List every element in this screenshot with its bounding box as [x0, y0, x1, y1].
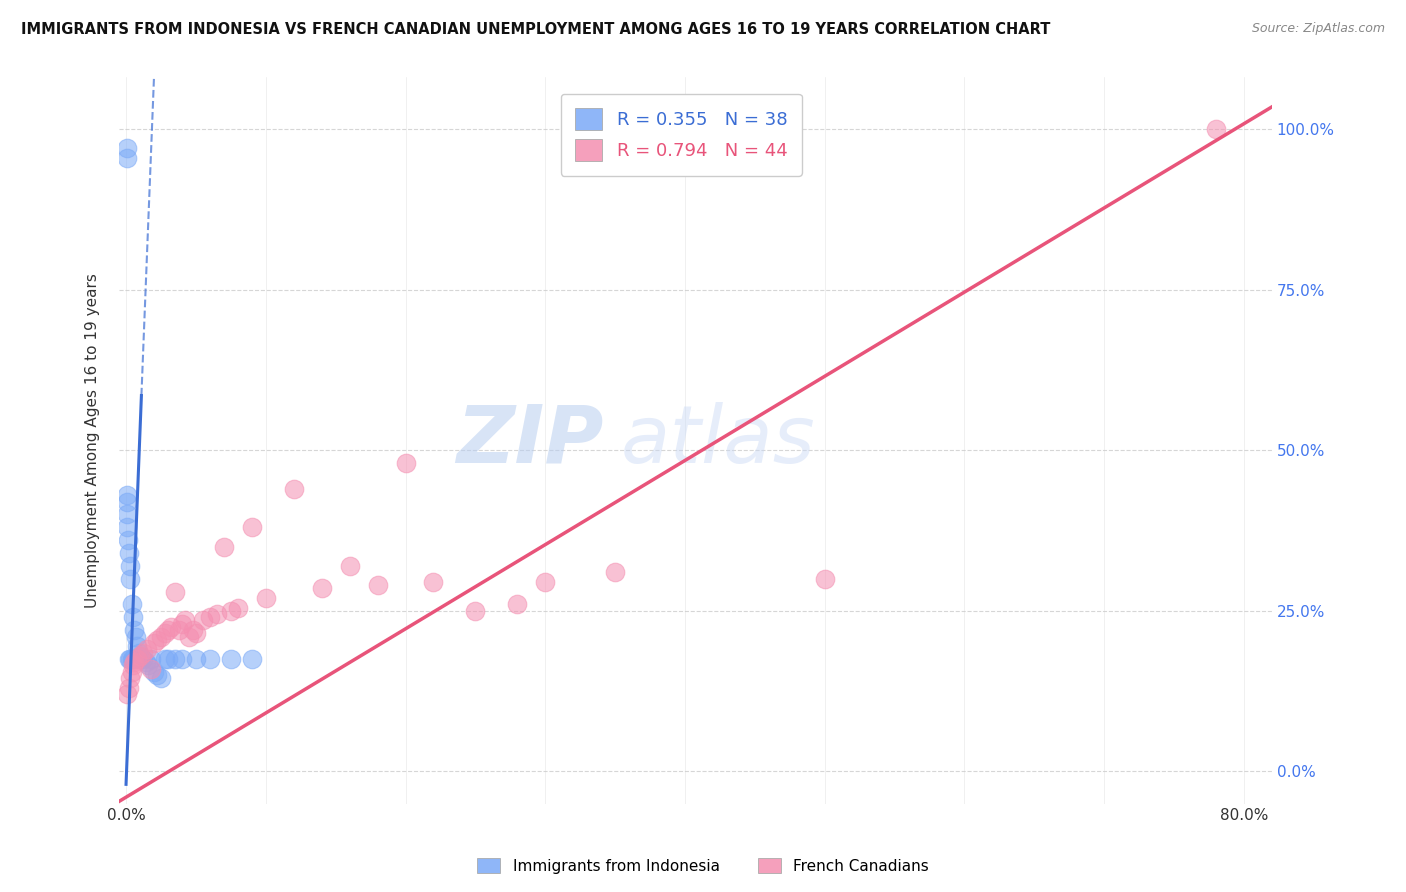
Point: [394, 456, 416, 470]
Point: [506, 598, 529, 612]
Point: [170, 652, 193, 666]
Point: [127, 639, 149, 653]
Y-axis label: Unemployment Among Ages 16 to 19 years: Unemployment Among Ages 16 to 19 years: [86, 273, 100, 608]
Point: [118, 652, 141, 666]
Point: [141, 662, 163, 676]
Text: ZIP: ZIP: [456, 401, 603, 480]
Point: [132, 646, 155, 660]
Point: [118, 546, 141, 560]
Point: [170, 616, 193, 631]
Point: [117, 508, 139, 522]
Point: [339, 558, 361, 573]
Point: [184, 652, 207, 666]
Point: [143, 636, 166, 650]
Point: [118, 558, 141, 573]
Point: [127, 652, 149, 666]
Point: [181, 623, 204, 637]
Point: [125, 630, 148, 644]
Point: [149, 671, 172, 685]
Point: [121, 665, 143, 679]
Point: [464, 604, 486, 618]
Point: [219, 652, 242, 666]
Point: [163, 652, 186, 666]
Point: [120, 652, 142, 666]
Point: [283, 482, 305, 496]
Point: [153, 626, 176, 640]
Point: [141, 652, 163, 666]
Point: [115, 488, 138, 502]
Point: [138, 658, 160, 673]
Point: [198, 610, 221, 624]
Legend: Immigrants from Indonesia, French Canadians: Immigrants from Indonesia, French Canadi…: [471, 852, 935, 880]
Point: [125, 652, 148, 666]
Point: [115, 141, 138, 155]
Point: [226, 600, 249, 615]
Point: [603, 566, 626, 580]
Point: [198, 652, 221, 666]
Point: [159, 620, 181, 634]
Point: [124, 655, 146, 669]
Point: [143, 665, 166, 679]
Point: [219, 604, 242, 618]
Point: [128, 646, 150, 660]
Point: [122, 658, 145, 673]
Point: [121, 598, 143, 612]
Legend: R = 0.355   N = 38, R = 0.794   N = 44: R = 0.355 N = 38, R = 0.794 N = 44: [561, 94, 801, 176]
Point: [120, 572, 142, 586]
Point: [156, 623, 179, 637]
Point: [117, 533, 139, 548]
Point: [153, 652, 176, 666]
Point: [117, 520, 139, 534]
Point: [167, 623, 190, 637]
Point: [240, 520, 263, 534]
Text: atlas: atlas: [620, 401, 815, 480]
Point: [124, 623, 146, 637]
Point: [136, 642, 159, 657]
Point: [135, 655, 157, 669]
Point: [177, 630, 200, 644]
Point: [240, 652, 263, 666]
Point: [205, 607, 228, 621]
Point: [534, 574, 557, 589]
Point: [1205, 121, 1227, 136]
Text: IMMIGRANTS FROM INDONESIA VS FRENCH CANADIAN UNEMPLOYMENT AMONG AGES 16 TO 19 YE: IMMIGRANTS FROM INDONESIA VS FRENCH CANA…: [21, 22, 1050, 37]
Point: [122, 652, 145, 666]
Point: [422, 574, 444, 589]
Point: [367, 578, 389, 592]
Point: [814, 572, 837, 586]
Point: [146, 632, 169, 647]
Text: Source: ZipAtlas.com: Source: ZipAtlas.com: [1251, 22, 1385, 36]
Point: [156, 652, 179, 666]
Point: [122, 610, 145, 624]
Point: [115, 494, 138, 508]
Point: [120, 671, 142, 685]
Point: [191, 614, 214, 628]
Point: [146, 668, 169, 682]
Point: [132, 652, 155, 666]
Point: [115, 151, 138, 165]
Point: [163, 584, 186, 599]
Point: [129, 648, 152, 663]
Point: [173, 614, 195, 628]
Point: [131, 652, 153, 666]
Point: [121, 652, 143, 666]
Point: [117, 687, 139, 701]
Point: [184, 626, 207, 640]
Point: [129, 648, 152, 663]
Point: [254, 591, 277, 605]
Point: [118, 681, 141, 695]
Point: [311, 582, 333, 596]
Point: [212, 540, 235, 554]
Point: [149, 630, 172, 644]
